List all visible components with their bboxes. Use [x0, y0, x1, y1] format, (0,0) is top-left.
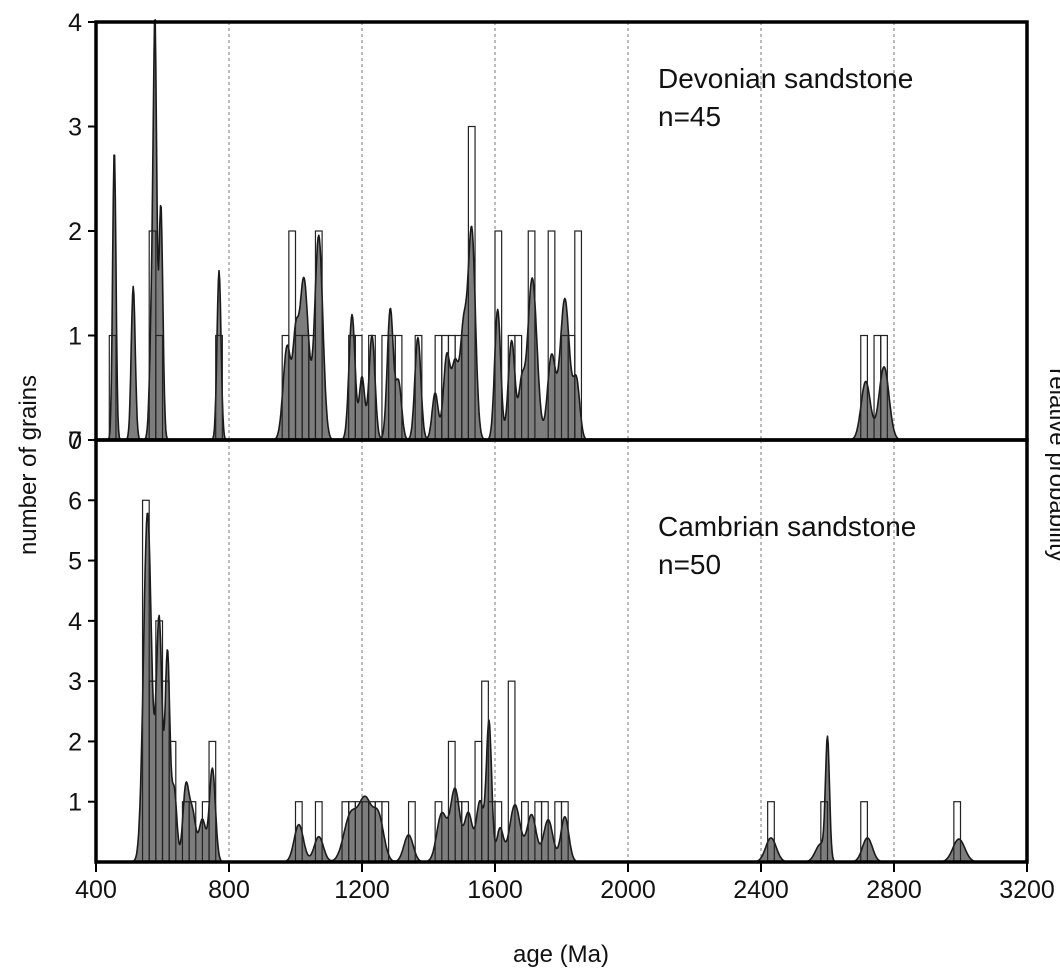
cambrian-panel: 1 2 3 4 5 6 7 Cambrian sandstone n=50: [68, 427, 1029, 864]
x-axis: 400 800 1200 1600 2000 2400 2800 3200: [75, 862, 1055, 904]
devonian-panel: 0 1 2 3 4 Devonian sandstone n=45: [68, 9, 1029, 455]
panel-title: Devonian sandstone: [658, 63, 913, 94]
y-axis-title-right: relative probability: [1044, 368, 1060, 561]
y-tick-label: 4: [68, 608, 82, 636]
y-tick-label: 5: [68, 548, 82, 576]
x-tick-label: 400: [75, 876, 117, 904]
y-axis-title: number of grains: [15, 375, 42, 555]
y-tick-label: 4: [68, 9, 82, 37]
y-tick-label: 2: [68, 728, 82, 756]
x-tick-label: 3200: [999, 876, 1055, 904]
y-tick-label: 1: [68, 323, 82, 351]
x-tick-label: 2000: [600, 876, 656, 904]
x-tick-label: 800: [208, 876, 250, 904]
x-tick-label: 2400: [733, 876, 789, 904]
y-tick-label: 6: [68, 487, 82, 515]
x-tick-label: 2800: [866, 876, 922, 904]
panel-frame: [94, 438, 1029, 864]
y-tick-label: 0: [68, 427, 82, 455]
y-tick-label: 7: [68, 427, 82, 455]
panel-sample-count: n=50: [658, 549, 721, 580]
panel-sample-count: n=45: [658, 101, 721, 132]
y-tick-label: 3: [68, 668, 82, 696]
y-tick-label: 1: [68, 789, 82, 817]
x-tick-label: 1200: [334, 876, 390, 904]
panel-title: Cambrian sandstone: [658, 511, 916, 542]
x-tick-label: 1600: [467, 876, 523, 904]
y-tick-label: 3: [68, 114, 82, 142]
y-tick-label: 2: [68, 218, 82, 246]
x-axis-title: age (Ma): [513, 941, 609, 968]
